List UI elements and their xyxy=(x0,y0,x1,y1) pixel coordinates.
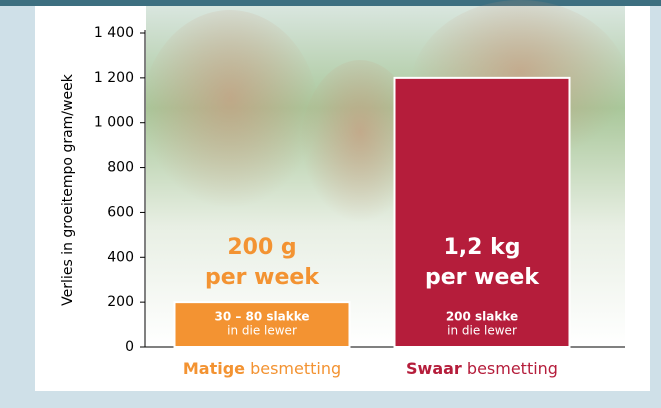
y-tick-label: 1 400 xyxy=(94,25,134,41)
bar-label: 200 slakke xyxy=(446,310,518,324)
category-bold: Swaar xyxy=(406,359,462,378)
chart: Verlies in groeitempo gram/week 0 200 400 6… xyxy=(0,0,661,408)
y-tick-label: 600 xyxy=(107,204,134,220)
y-tick-label: 1 000 xyxy=(94,115,134,131)
bar-label: 30 – 80 slakke xyxy=(214,310,309,324)
category-bold: Matige xyxy=(183,359,245,378)
bar-annotation: 1,2 kg xyxy=(443,235,520,260)
bar-label: in die lewer xyxy=(447,324,517,338)
bar-label: in die lewer xyxy=(227,324,297,338)
y-tick-label: 1 200 xyxy=(94,70,134,86)
bar-annotation: 200 g xyxy=(227,235,296,260)
photo-shape xyxy=(140,10,320,230)
bar xyxy=(395,78,570,347)
x-tick-label: Matige besmetting xyxy=(183,359,341,378)
bar-annotation: per week xyxy=(425,265,540,290)
top-strip xyxy=(0,0,661,6)
y-tick-label: 400 xyxy=(107,249,134,265)
y-tick-label: 800 xyxy=(107,160,134,176)
y-axis-label: Verlies in groeitempo gram/week xyxy=(60,73,76,306)
y-tick-label: 200 xyxy=(107,294,134,310)
y-tick-label: 0 xyxy=(125,339,134,355)
bar-annotation: per week xyxy=(205,265,320,290)
category-text: besmetting xyxy=(467,359,558,378)
category-text: besmetting xyxy=(250,359,341,378)
x-tick-label: Swaar besmetting xyxy=(406,359,558,378)
